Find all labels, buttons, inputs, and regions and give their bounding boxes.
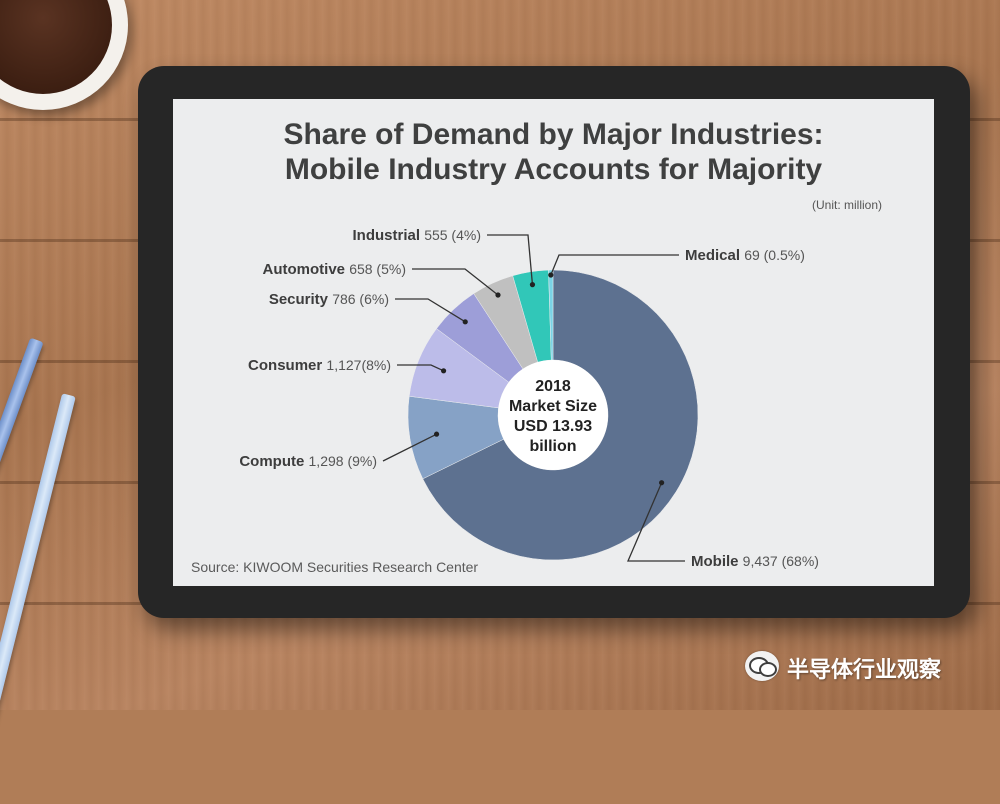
center-text-line: 2018	[535, 378, 571, 395]
label-medical: Medical 69 (0.5%)	[685, 247, 805, 264]
chart-title-line-2: Mobile Industry Accounts for Majority	[284, 153, 823, 186]
label-mobile: Mobile 9,437 (68%)	[691, 553, 819, 570]
leader-line-compute	[382, 433, 437, 462]
label-consumer: Consumer 1,127(8%)	[248, 357, 391, 374]
chart-title-line-1: Share of Demand by Major Industries:	[283, 118, 824, 151]
leader-dot-automotive	[495, 292, 501, 298]
leader-dot-industrial	[529, 282, 536, 288]
leader-line-consumer	[397, 364, 444, 372]
leader-line-automotive	[412, 268, 499, 296]
leader-dot-compute	[433, 431, 440, 437]
donut-center	[498, 360, 608, 470]
leader-dot-medical	[548, 272, 554, 278]
coffee	[0, 0, 112, 94]
leader-line-security	[395, 298, 466, 323]
tablet-screen: Share of Demand by Major Industries: Mob…	[173, 99, 934, 586]
label-security: Security 786 (6%)	[269, 291, 389, 308]
leader-dot-mobile	[659, 480, 665, 486]
watermark: 半导体行业观察	[745, 650, 975, 684]
label-automotive: Automotive 658 (5%)	[263, 261, 406, 278]
leader-dot-security	[462, 319, 468, 325]
label-compute: Compute 1,298 (9%)	[239, 453, 377, 470]
coffee-cup	[0, 0, 128, 110]
donut-chart: 2018 Market Size USD 13.93 billion Mobile 9,…	[239, 227, 819, 570]
center-text-line: billion	[529, 438, 576, 455]
leader-line-mobile	[627, 482, 685, 562]
leader-line-medical	[550, 254, 679, 276]
center-text-line: USD 13.93	[514, 418, 592, 435]
wechat-icon	[745, 651, 779, 681]
leader-dot-consumer	[440, 368, 447, 374]
unit-note: (Unit: million)	[811, 198, 882, 212]
watermark-text: 半导体行业观察	[787, 658, 942, 683]
source-note: Source: KIWOOM Securities Research Cente…	[191, 559, 479, 575]
center-text-line: Market Size	[509, 398, 597, 415]
leader-line-industrial	[487, 234, 534, 285]
label-industrial: Industrial 555 (4%)	[353, 227, 482, 244]
